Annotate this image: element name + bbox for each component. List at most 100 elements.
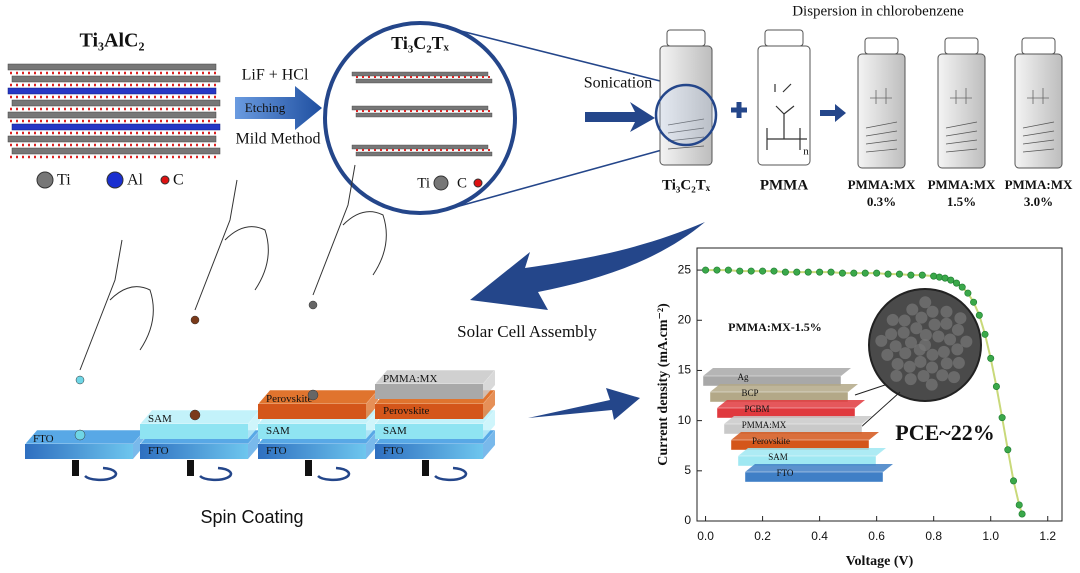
vial-neck xyxy=(864,37,899,55)
polymer-sketch xyxy=(870,88,892,104)
etching-reagent: LiF + HCl xyxy=(242,67,309,84)
vial-neck xyxy=(666,29,706,47)
sem-grain xyxy=(928,318,941,331)
sem-grain xyxy=(926,348,939,361)
sem-grain xyxy=(932,330,945,343)
vial-label: 0.3% xyxy=(867,194,896,209)
sem-grain xyxy=(951,343,964,356)
x-tick-label: 0.2 xyxy=(754,529,771,543)
atom-layer xyxy=(11,99,221,107)
sem-grain xyxy=(919,296,932,309)
sem-grain xyxy=(898,314,911,327)
jv-point xyxy=(952,279,960,287)
sem-grain xyxy=(951,323,964,336)
sem-grain xyxy=(925,378,938,391)
jv-point xyxy=(702,266,710,274)
sem-grain xyxy=(914,355,927,368)
flake xyxy=(865,139,898,145)
etching-arrow xyxy=(235,86,322,130)
sem-grain xyxy=(936,369,949,382)
spin-chuck xyxy=(72,460,79,476)
jv-point xyxy=(850,269,858,277)
sem-grain xyxy=(960,335,973,348)
sem-grain xyxy=(904,336,917,349)
sem-grain xyxy=(948,371,961,384)
layer-front xyxy=(258,404,366,419)
inset-layer-label: Perovskite xyxy=(752,436,790,446)
mxene-layer xyxy=(355,112,493,118)
sem-grain xyxy=(944,333,957,346)
jv-point xyxy=(736,267,744,275)
pce-annotation: PCE~22% xyxy=(895,420,994,445)
sem-grain xyxy=(906,303,919,316)
plus-sign xyxy=(731,102,747,118)
jv-point xyxy=(947,276,955,284)
y-tick-label: 25 xyxy=(678,262,692,276)
mxene-layer xyxy=(351,71,489,77)
layer-side xyxy=(483,370,495,399)
sem-grain xyxy=(915,311,928,324)
x-tick-label: 1.0 xyxy=(982,529,999,543)
inset-layer-top xyxy=(703,368,851,376)
layer-side xyxy=(483,390,495,419)
flake xyxy=(865,121,898,129)
layer-front xyxy=(375,384,483,399)
sem-grain xyxy=(889,340,902,353)
layer-front xyxy=(375,444,483,459)
vial-label: PMMA xyxy=(760,177,808,193)
mxene-layer xyxy=(351,105,489,111)
jv-point xyxy=(1004,446,1012,454)
jv-point xyxy=(724,266,732,274)
assembly-arrow xyxy=(470,222,705,310)
spin-direction xyxy=(84,466,118,482)
jv-point xyxy=(964,289,972,297)
atom-layer xyxy=(7,135,217,143)
pipette xyxy=(312,164,387,296)
jv-point xyxy=(907,271,915,279)
flake xyxy=(667,118,705,126)
etching-method: Mild Method xyxy=(236,131,321,148)
layer-label: FTO xyxy=(148,445,169,457)
sem-grain xyxy=(952,356,965,369)
atom-legend-dot xyxy=(473,178,483,188)
sem-grain xyxy=(937,345,950,358)
layer-front xyxy=(258,424,366,439)
to-chart-arrow xyxy=(528,388,640,420)
y-tick-label: 5 xyxy=(684,463,691,477)
flake xyxy=(1022,130,1055,137)
jv-point xyxy=(884,270,892,278)
sem-grain xyxy=(940,317,953,330)
vial-label: Ti₃C₂Tₓ xyxy=(662,177,711,193)
y-axis-label: Current density (mA.cm⁻²) xyxy=(656,303,671,466)
sem-grain xyxy=(897,326,910,339)
atom-layer xyxy=(7,63,217,71)
sem-grain xyxy=(926,305,939,318)
spin-chuck xyxy=(422,460,429,476)
jv-point xyxy=(793,268,801,276)
x-tick-label: 0.8 xyxy=(925,529,942,543)
jv-point xyxy=(861,269,869,277)
jv-point xyxy=(747,267,755,275)
mxene-zoom xyxy=(323,21,517,215)
layer-front xyxy=(258,444,366,459)
vial-neck xyxy=(944,37,979,55)
y-tick-label: 15 xyxy=(678,363,692,377)
flake xyxy=(865,148,898,153)
layer-label: PMMA:MX xyxy=(383,373,437,385)
atom-legend-label: Al xyxy=(127,172,144,189)
jv-point xyxy=(992,383,1000,391)
zoom-line xyxy=(854,384,901,429)
drop xyxy=(190,315,200,325)
jv-point xyxy=(918,271,926,279)
assembly-label: Solar Cell Assembly xyxy=(457,322,597,341)
layer-side xyxy=(483,410,495,439)
flake xyxy=(1022,121,1055,129)
vial-body xyxy=(757,45,811,166)
spin-chuck xyxy=(305,460,312,476)
zoom-line xyxy=(444,144,681,211)
sem-grain xyxy=(913,343,926,356)
sem-grain xyxy=(954,312,967,325)
layer-label: SAM xyxy=(383,425,407,437)
flake xyxy=(667,145,705,150)
inset-layer-label: BCP xyxy=(741,388,758,398)
